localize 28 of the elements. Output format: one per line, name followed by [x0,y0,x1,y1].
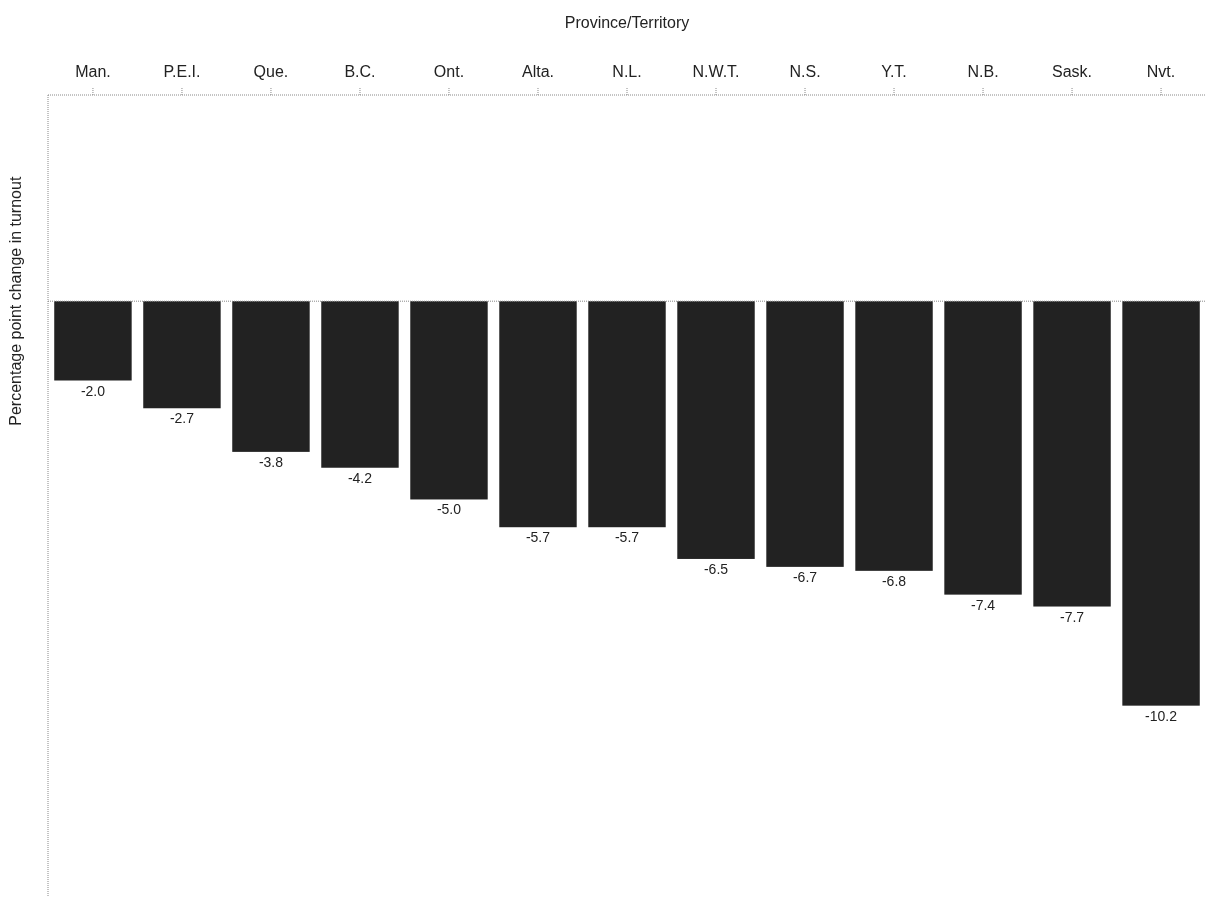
data-label: -5.7 [525,529,551,546]
x-tick-label: N.W.T. [692,63,740,80]
x-tick-label: Nvt. [1146,63,1176,80]
x-tick-label: N.B. [967,63,999,80]
x-tick-label: Sask. [1052,63,1093,80]
data-label: -6.7 [792,568,818,585]
x-tick-label: N.L. [612,63,642,80]
x-tick-label: P.E.I. [163,63,201,80]
x-tick-label: Alta. [521,63,554,80]
data-label: -3.8 [258,453,284,470]
x-axis-title: Province/Territory [564,14,690,31]
data-label: -10.2 [1145,707,1178,724]
data-label: -6.5 [703,560,729,577]
data-label: -2.7 [169,410,195,427]
data-label: -7.4 [970,596,996,613]
x-tick-label: Man. [75,63,111,80]
data-label: -4.2 [347,469,373,486]
x-tick-label: B.C. [344,63,376,80]
data-label: -6.8 [881,572,907,589]
x-tick-label: N.S. [789,63,821,80]
y-axis-title: Percentage point change in turnout [7,176,24,426]
data-label: -5.7 [614,529,640,546]
data-label: -7.7 [1059,608,1085,625]
x-tick-label: Que. [253,63,289,80]
data-label: -5.0 [436,501,462,518]
data-label: -2.0 [80,382,106,399]
x-tick-label: Ont. [433,63,465,80]
x-tick-label: Y.T. [881,63,907,80]
